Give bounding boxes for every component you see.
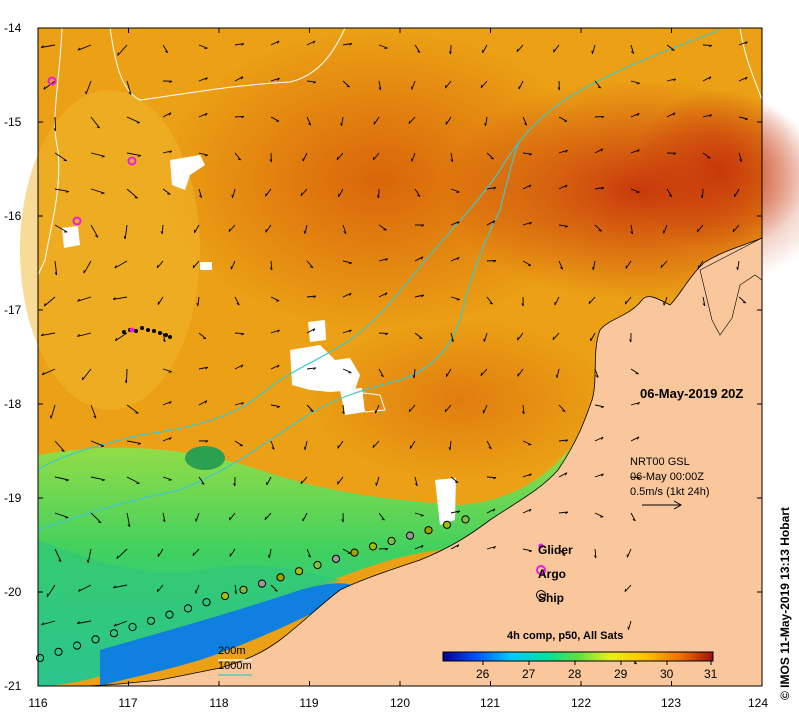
legend-ship: Ship (538, 591, 564, 605)
y-tick: -15 (4, 115, 22, 129)
cloud-gap (290, 345, 360, 392)
colorbar-tick: 29 (614, 667, 628, 681)
y-tick: -19 (4, 491, 22, 505)
current-info-line: NRT00 GSL (630, 456, 690, 468)
colorbar-tick: 31 (704, 667, 718, 681)
y-tick: -16 (4, 209, 22, 223)
colorbar-title: 4h comp, p50, All Sats (507, 630, 624, 642)
legend-glider: Glider (538, 543, 573, 557)
glider-track (122, 326, 172, 339)
axis-ticks (37, 27, 763, 687)
y-tick: -17 (4, 303, 22, 317)
x-tick: 123 (660, 696, 682, 710)
x-tick: 118 (209, 696, 229, 710)
x-tick: 117 (118, 696, 138, 710)
colorbar (442, 651, 714, 662)
colorbar-tick: 27 (522, 667, 536, 681)
current-vectors (40, 40, 748, 665)
current-info: NRT00 GSL 06-May 00:00Z 0.5m/s (1kt 24h) (630, 455, 709, 500)
x-tick: 120 (389, 696, 411, 710)
y-tick: -20 (4, 585, 22, 599)
x-tick: 122 (570, 696, 592, 710)
x-tick: 116 (28, 696, 48, 710)
colorbar-tick: 30 (660, 667, 674, 681)
scale-arrow (642, 500, 683, 510)
x-tick: 124 (747, 696, 769, 710)
platform-legend: Glider Argo Ship (538, 538, 573, 610)
colorbar-tick: 26 (476, 667, 490, 681)
depth-1000-label: 1000m (218, 660, 252, 672)
y-tick: -18 (4, 397, 22, 411)
contour-200m (37, 27, 63, 276)
argo-floats (47, 76, 137, 226)
legend-symbols (536, 543, 546, 600)
ship-track (35, 515, 470, 663)
legend-argo: Argo (538, 567, 566, 581)
y-tick: -14 (4, 21, 22, 35)
depth-200-label: 200m (218, 645, 246, 657)
x-tick: 119 (299, 696, 319, 710)
current-info-line: 0.5m/s (1kt 24h) (630, 486, 710, 498)
date-label: 06-May-2019 20Z (640, 386, 744, 401)
current-info-line: 06-May 00:00Z (630, 471, 704, 483)
x-tick: 121 (479, 696, 501, 710)
y-tick: -21 (4, 679, 22, 693)
colorbar-ticks (482, 661, 712, 665)
contour-1000m (37, 29, 721, 471)
credit-text: © IMOS 11-May-2019 13:13 Hobart (778, 507, 792, 700)
colorbar-tick: 28 (568, 667, 582, 681)
land-mass (79, 237, 763, 687)
